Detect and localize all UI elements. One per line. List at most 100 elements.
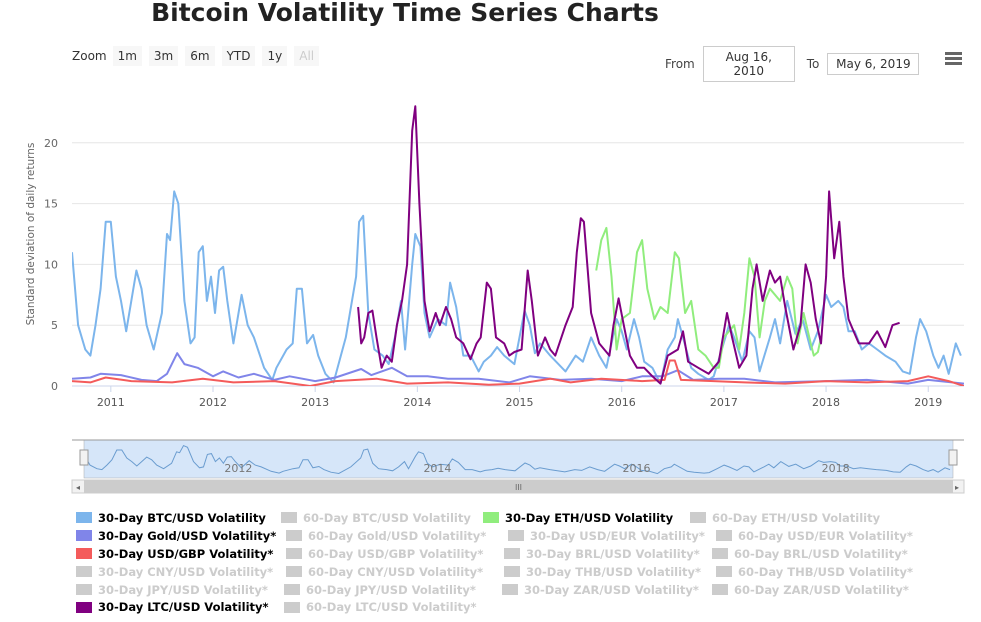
navigator-series-line [83, 444, 951, 475]
legend-swatch-icon [284, 601, 300, 613]
legend-swatch-icon [712, 548, 728, 560]
legend-label: 60-Day ETH/USD Volatility [712, 510, 881, 525]
legend-item[interactable]: 30-Day BRL/USD Volatility* [504, 547, 712, 561]
legend-item[interactable]: 30-Day BTC/USD Volatility [76, 511, 281, 525]
legend-row: 30-Day LTC/USD Volatility* 60-Day LTC/USD… [76, 598, 936, 616]
legend-item[interactable]: 60-Day ZAR/USD Volatility* [712, 583, 932, 597]
legend-label: 30-Day CNY/USD Volatility* [98, 564, 274, 579]
legend-swatch-icon [504, 548, 520, 560]
legend-row: 30-Day BTC/USD Volatility 60-Day BTC/USD … [76, 509, 936, 527]
zoom-3m-button[interactable]: 3m [148, 46, 179, 66]
from-date-input[interactable]: Aug 16, 2010 [702, 46, 795, 82]
y-tick-label: 5 [51, 319, 58, 332]
y-tick-label: 20 [44, 137, 58, 150]
x-tick-label: 2017 [710, 396, 738, 409]
legend-label: 30-Day THB/USD Volatility* [526, 564, 702, 579]
legend: 30-Day BTC/USD Volatility 60-Day BTC/USD … [76, 509, 936, 616]
zoom-1y-button[interactable]: 1y [262, 46, 288, 66]
legend-item[interactable]: 60-Day ETH/USD Volatility [690, 511, 910, 525]
chart-svg: 0 5 10 15 20 2011 2012 2013 2014 2015 2016 2017 2018… [25, 105, 965, 494]
y-tick-label: 15 [44, 198, 58, 211]
legend-item[interactable]: 30-Day ETH/USD Volatility [483, 511, 690, 525]
scrollbar-thumb[interactable] [84, 480, 953, 493]
legend-swatch-icon [716, 530, 732, 542]
legend-item[interactable]: 60-Day BRL/USD Volatility* [712, 547, 932, 561]
from-label: From [665, 57, 695, 71]
legend-label: 60-Day THB/USD Volatility* [738, 564, 914, 579]
legend-label: 30-Day Gold/USD Volatility* [98, 528, 277, 543]
zoom-all-button[interactable]: All [294, 46, 320, 66]
legend-swatch-icon [284, 584, 300, 595]
legend-label: 30-Day USD/GBP Volatility* [98, 546, 274, 561]
x-tick-label: 2013 [301, 396, 329, 409]
zoom-bar: Zoom 1m 3m 6m YTD 1y All [72, 46, 326, 66]
scroll-left-arrow-icon[interactable]: ◂ [76, 483, 80, 492]
legend-swatch-icon [76, 566, 92, 578]
y-axis-label: Standard deviation of daily returns [25, 143, 37, 326]
navigator-right-handle[interactable] [948, 449, 958, 466]
zoom-label: Zoom [72, 49, 107, 63]
legend-swatch-icon [504, 566, 520, 578]
series-line-30-day-btc-usd-volatility [72, 190, 962, 385]
y-tick-label: 10 [44, 258, 58, 271]
legend-item[interactable]: 60-Day THB/USD Volatility* [716, 565, 936, 579]
legend-item[interactable]: 30-Day Gold/USD Volatility* [76, 529, 286, 543]
legend-row: 30-Day Gold/USD Volatility* 60-Day Gold/U… [76, 527, 936, 545]
legend-swatch-icon [76, 601, 92, 613]
x-tick-label: 2016 [608, 396, 636, 409]
legend-item[interactable]: 60-Day BTC/USD Volatility [281, 511, 483, 525]
legend-item[interactable]: 30-Day CNY/USD Volatility* [76, 565, 286, 579]
zoom-ytd-button[interactable]: YTD [221, 46, 256, 66]
chart-title: Bitcoin Volatility Time Series Charts [151, 0, 659, 27]
navigator-mask [83, 439, 954, 479]
legend-label: 60-Day CNY/USD Volatility* [308, 564, 484, 579]
navigator-year-label: 2018 [822, 462, 850, 475]
legend-item[interactable]: 30-Day USD/EUR Volatility* [508, 529, 716, 543]
legend-label: 30-Day BRL/USD Volatility* [526, 546, 700, 561]
to-date-input[interactable]: May 6, 2019 [827, 53, 920, 75]
legend-swatch-icon [712, 584, 728, 595]
legend-item[interactable]: 60-Day CNY/USD Volatility* [286, 565, 504, 579]
legend-item[interactable]: 60-Day LTC/USD Volatility* [284, 600, 504, 614]
legend-label: 30-Day LTC/USD Volatility* [98, 600, 269, 615]
legend-item[interactable]: 60-Day USD/EUR Volatility* [716, 529, 936, 543]
legend-label: 30-Day USD/EUR Volatility* [530, 528, 705, 543]
hamburger-icon[interactable] [945, 52, 962, 67]
y-tick-label: 0 [51, 380, 58, 393]
navigator-left-handle[interactable] [79, 449, 89, 466]
scrollbar-grip-icon: III [515, 483, 522, 492]
legend-item[interactable]: 60-Day Gold/USD Volatility* [286, 529, 508, 543]
series-line-30-day-ltc-usd-volatility [357, 105, 900, 385]
legend-label: 60-Day LTC/USD Volatility* [306, 600, 477, 615]
legend-item[interactable]: 30-Day LTC/USD Volatility* [76, 600, 284, 614]
scroll-right-arrow-icon[interactable]: ▸ [955, 483, 959, 492]
legend-swatch-icon [483, 512, 499, 524]
zoom-1m-button[interactable]: 1m [112, 46, 142, 66]
legend-item[interactable]: 60-Day JPY/USD Volatility* [284, 583, 502, 597]
legend-label: 30-Day BTC/USD Volatility [98, 510, 266, 525]
legend-swatch-icon [502, 584, 518, 595]
legend-label: 60-Day JPY/USD Volatility* [306, 582, 476, 597]
legend-label: 60-Day BRL/USD Volatility* [734, 546, 908, 561]
legend-item[interactable]: 30-Day USD/GBP Volatility* [76, 547, 286, 561]
legend-row: 30-Day JPY/USD Volatility* 60-Day JPY/USD… [76, 581, 936, 599]
legend-swatch-icon [76, 548, 92, 560]
legend-swatch-icon [286, 566, 302, 578]
legend-row: 30-Day CNY/USD Volatility* 60-Day CNY/USD… [76, 563, 936, 581]
legend-label: 30-Day ZAR/USD Volatility* [524, 582, 699, 597]
legend-item[interactable]: 60-Day USD/GBP Volatility* [286, 547, 504, 561]
series-line-30-day-eth-usd-volatility [595, 226, 822, 369]
date-range: From Aug 16, 2010 To May 6, 2019 [665, 46, 931, 82]
legend-swatch-icon [716, 566, 732, 578]
legend-label: 60-Day USD/EUR Volatility* [738, 528, 913, 543]
legend-item[interactable]: 30-Day THB/USD Volatility* [504, 565, 716, 579]
legend-label: 30-Day ETH/USD Volatility [505, 510, 674, 525]
x-tick-label: 2019 [914, 396, 942, 409]
legend-item[interactable]: 30-Day JPY/USD Volatility* [76, 583, 284, 597]
series-line-30-day-usd-gbp-volatility [72, 359, 964, 386]
legend-swatch-icon [76, 584, 92, 595]
x-tick-label: 2018 [812, 396, 840, 409]
legend-swatch-icon [286, 548, 302, 560]
zoom-6m-button[interactable]: 6m [185, 46, 215, 66]
legend-item[interactable]: 30-Day ZAR/USD Volatility* [502, 583, 712, 597]
